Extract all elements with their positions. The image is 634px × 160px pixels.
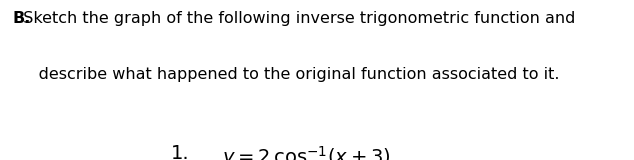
Text: Sketch the graph of the following inverse trigonometric function and: Sketch the graph of the following invers… [13,11,575,26]
Text: $y = 2\,\mathrm{cos}^{-1}(x + 3)$: $y = 2\,\mathrm{cos}^{-1}(x + 3)$ [222,144,391,160]
Text: describe what happened to the original function associated to it.: describe what happened to the original f… [13,67,559,82]
Text: B.: B. [13,11,31,26]
Text: 1.: 1. [171,144,190,160]
